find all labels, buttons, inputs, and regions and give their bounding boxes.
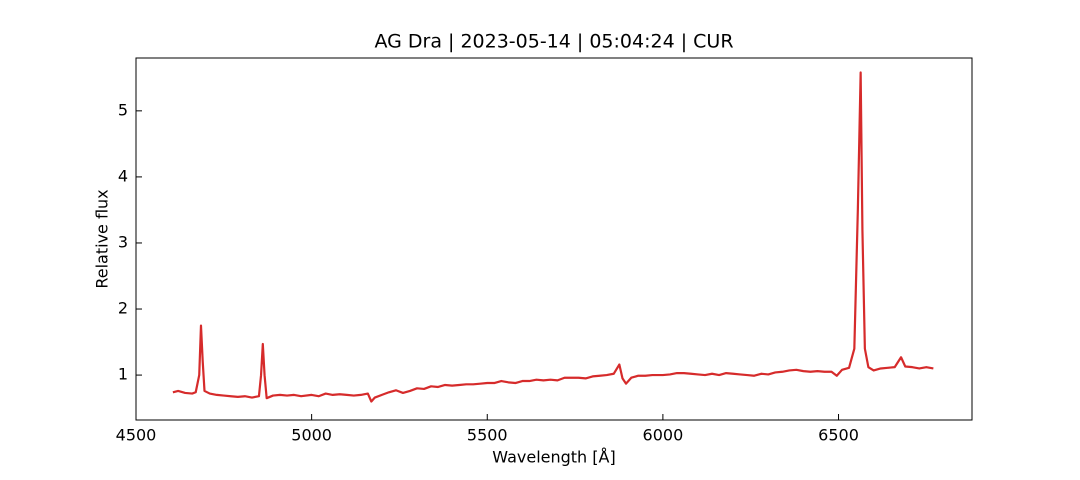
y-tick-label: 1 [118, 365, 128, 384]
x-tick-label: 5500 [467, 426, 508, 445]
x-tick-label: 6000 [643, 426, 684, 445]
y-tick-label: 4 [118, 166, 128, 185]
y-tick-label: 3 [118, 232, 128, 251]
plot-frame [135, 57, 973, 421]
y-tick-label: 5 [118, 100, 128, 119]
chart-title: AG Dra | 2023-05-14 | 05:04:24 | CUR [374, 31, 733, 53]
x-tick-label: 5000 [291, 426, 332, 445]
y-tick-label: 2 [118, 299, 128, 318]
x-axis-label: Wavelength [Å] [492, 448, 615, 467]
x-tick-label: 6500 [818, 426, 859, 445]
y-axis-label: Relative flux [93, 189, 112, 288]
x-tick-label: 4500 [116, 426, 157, 445]
spectrum-line [172, 71, 934, 403]
